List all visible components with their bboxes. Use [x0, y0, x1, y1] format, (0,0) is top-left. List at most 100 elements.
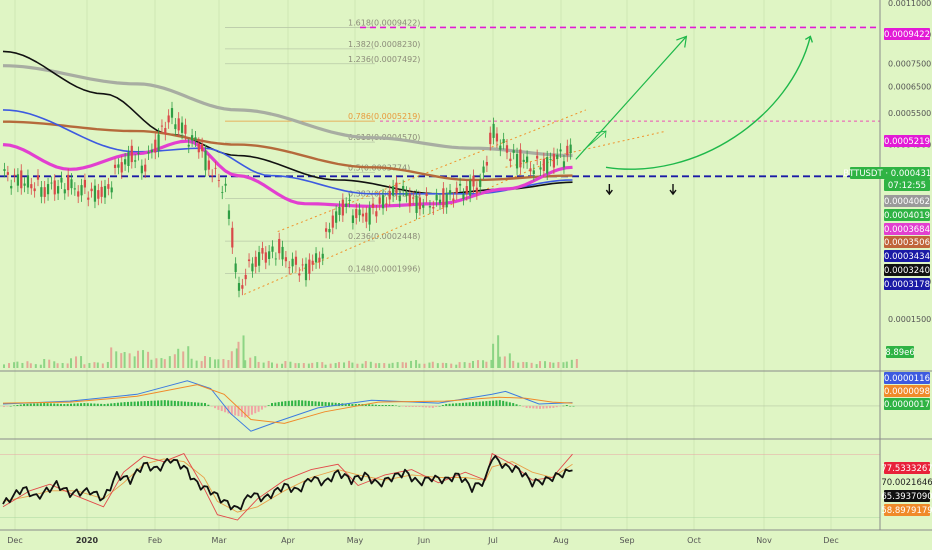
macd-histogram-bar: [348, 403, 351, 406]
macd-histogram-bar: [381, 405, 384, 406]
price-badge-box: [884, 250, 930, 262]
macd-pane[interactable]: [0, 380, 880, 432]
candle-body: [258, 252, 261, 266]
candle-body: [502, 139, 505, 144]
macd-histogram-bar: [227, 405, 230, 414]
candle-body: [482, 166, 485, 173]
macd-histogram-bar: [113, 403, 116, 406]
forecast-arrow-curved[interactable]: [605, 36, 812, 170]
candle-body: [87, 197, 90, 200]
price-badge: 0.0003506: [884, 236, 930, 248]
volume-bar: [307, 363, 310, 368]
macd-histogram-bar: [207, 404, 210, 406]
candle-body: [261, 248, 264, 254]
volume-bar: [155, 358, 158, 368]
volume-bar: [120, 353, 123, 368]
macd-histogram-bar: [254, 405, 257, 414]
volume-bar: [428, 362, 431, 368]
price-badge-box: [884, 490, 930, 502]
volume-bar: [388, 363, 391, 368]
macd-histogram-bar: [314, 401, 317, 406]
candle-body: [100, 186, 103, 197]
macd-histogram-bar: [388, 405, 391, 406]
macd-histogram-bar: [36, 403, 39, 406]
candle-body: [472, 175, 475, 187]
candle-body: [462, 194, 465, 199]
candle-body: [241, 285, 244, 289]
macd-histogram-bar: [448, 403, 451, 406]
volume-bar: [324, 364, 327, 368]
volume-bar: [177, 348, 180, 368]
fib-level-label: 1.382(0.0008230): [348, 40, 420, 49]
price-badge-label: 0.0000116: [884, 374, 930, 384]
volume-bar: [39, 364, 42, 368]
candle-body: [93, 185, 97, 202]
fib-level-label: 0.236(0.0002448): [348, 232, 420, 241]
candle-body: [23, 183, 26, 186]
macd-histogram-bar: [324, 402, 327, 406]
macd-histogram-bar: [250, 405, 253, 415]
macd-histogram-bar: [110, 403, 113, 406]
volume-bar: [356, 363, 359, 368]
volume-bar: [401, 362, 404, 368]
macd-histogram-bar: [405, 405, 407, 407]
macd-histogram-bar: [90, 403, 93, 406]
volume-bar: [16, 361, 19, 368]
candle-body: [335, 211, 338, 223]
candle-body: [388, 191, 391, 200]
macd-histogram-bar: [6, 405, 9, 407]
candle-body: [381, 195, 385, 209]
macd-histogram-bar: [317, 401, 320, 406]
volume-bar: [441, 362, 444, 368]
price-badge-box: [884, 385, 930, 397]
candle-body: [120, 162, 123, 173]
price-badge-label: 0.0003506: [884, 238, 930, 248]
candle-body: [552, 153, 555, 168]
macd-histogram-bar: [492, 400, 495, 406]
price-badge: 07:12:55: [884, 179, 930, 191]
price-badge: 8.89e6: [885, 346, 915, 358]
candle-body: [515, 153, 519, 169]
volume-bar: [3, 364, 5, 368]
forecast-arrow-small[interactable]: [585, 130, 607, 149]
macd-histogram-bar: [170, 400, 173, 406]
candle-body: [117, 164, 120, 168]
price-badge-label: 65.3937090: [881, 492, 932, 502]
channel-upper-line[interactable]: [277, 109, 587, 233]
price-badge-box: [850, 167, 930, 179]
candle-body: [187, 144, 190, 147]
forecast-arrow-straight[interactable]: [575, 36, 687, 160]
candle-body: [536, 155, 539, 159]
candle-body: [247, 259, 251, 262]
candle-body: [251, 263, 254, 272]
macd-histogram-bar: [518, 405, 521, 406]
down-arrow-icon[interactable]: [669, 184, 677, 196]
macd-histogram-bar: [59, 403, 62, 406]
candle-body: [214, 167, 217, 169]
candle-body: [479, 179, 482, 187]
candle-body: [3, 169, 6, 171]
macd-histogram-bar: [378, 405, 381, 406]
down-arrow-icon[interactable]: [605, 184, 613, 196]
volume-bar: [83, 364, 86, 368]
candle-body: [455, 187, 458, 194]
candle-body: [77, 191, 80, 197]
candle-body: [562, 161, 566, 168]
price-badge-box: [884, 223, 930, 235]
candle-body: [83, 179, 86, 188]
stoch-k-line: [2, 452, 573, 521]
price-badge-box: [884, 236, 930, 248]
macd-histogram-bar: [106, 403, 109, 406]
candle-body: [217, 180, 220, 181]
candle-body: [412, 197, 415, 199]
macd-histogram-bar: [257, 405, 260, 412]
macd-histogram-bar: [418, 405, 421, 407]
main-price-pane[interactable]: 1.618(0.0009422) 1.382(0.0008230) 1.236(0.…: [0, 18, 880, 368]
volume-bar: [311, 362, 314, 368]
macd-histogram-bar: [177, 401, 180, 406]
candle-body: [284, 257, 287, 262]
price-badge-box: [884, 398, 930, 410]
candle-body: [321, 253, 324, 259]
rsi-pane[interactable]: [0, 452, 880, 521]
